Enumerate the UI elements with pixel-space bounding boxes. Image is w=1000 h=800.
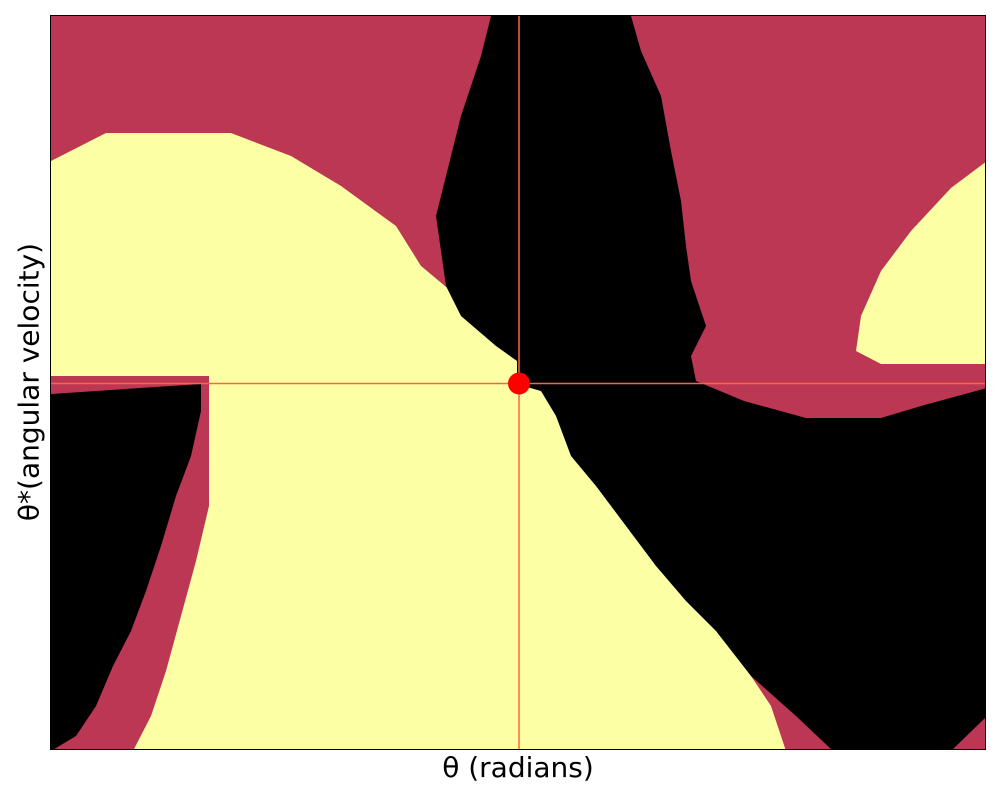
crosshair-overlay	[51, 16, 985, 749]
equilibrium-marker	[508, 372, 530, 395]
x-axis-label: θ (radians)	[442, 751, 594, 784]
heatmap-regions	[51, 16, 985, 749]
region-yellow-left	[51, 133, 786, 749]
heatmap-plot-area	[50, 15, 986, 750]
region-yellow-right	[856, 162, 985, 364]
heatmap-svg	[51, 16, 985, 749]
y-axis-label: θ*(angular velocity)	[12, 242, 46, 522]
region-black-top	[436, 16, 985, 749]
y-axis-label-container: θ*(angular velocity)	[0, 15, 48, 750]
region-black-left	[51, 384, 201, 749]
region-magenta-bottom-right	[953, 717, 985, 749]
